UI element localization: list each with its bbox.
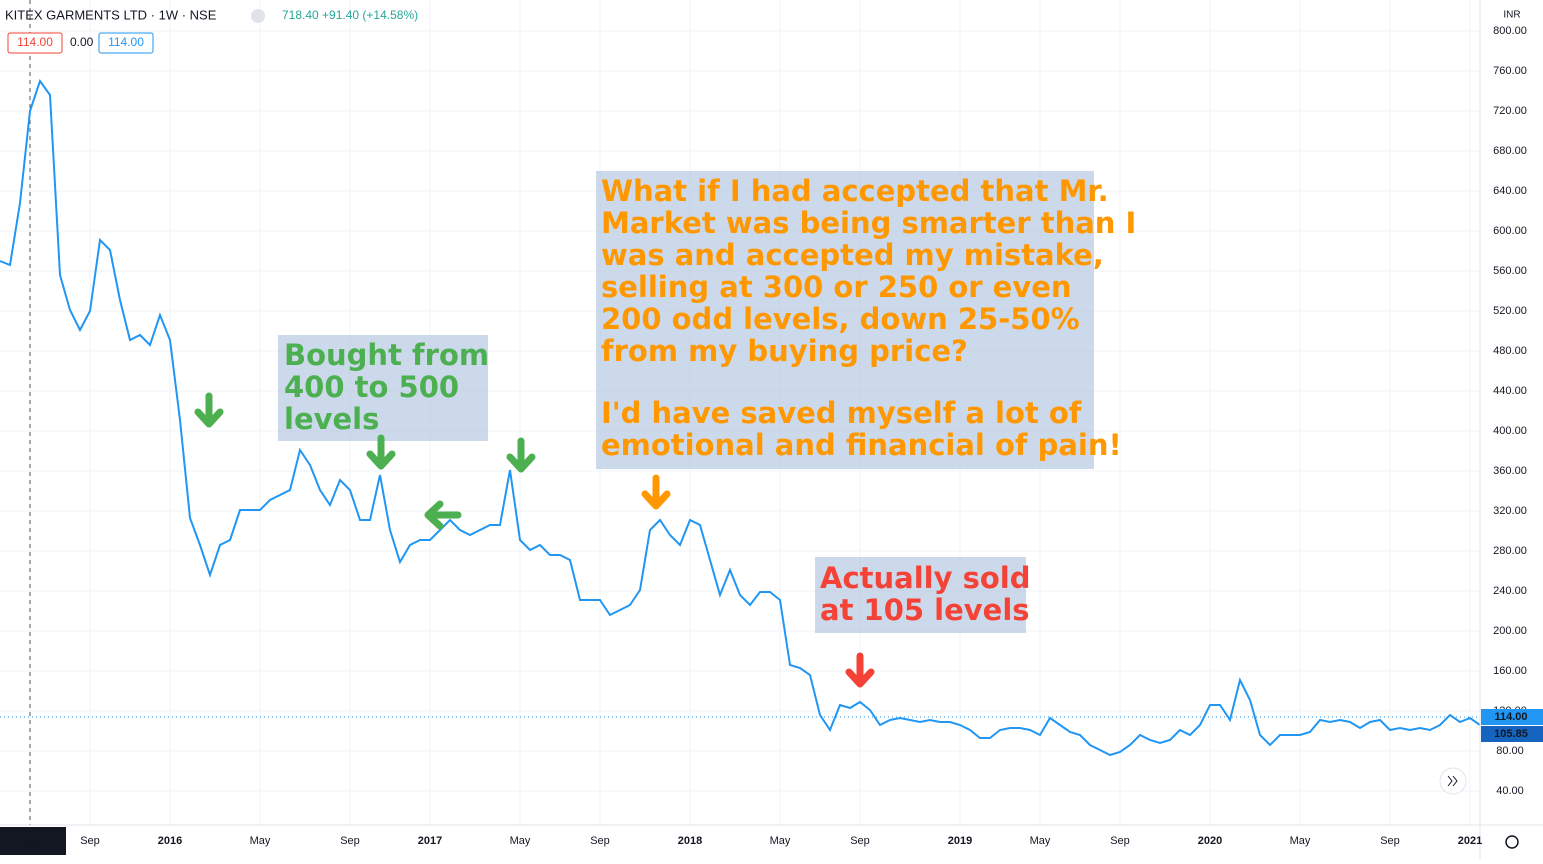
currency: INR	[1503, 10, 1520, 21]
y-tick-label: 440.00	[1493, 385, 1527, 397]
arrow	[506, 437, 536, 473]
price-badge-label: 114.00	[1494, 711, 1527, 723]
arrow	[194, 392, 224, 428]
arrow	[424, 500, 462, 530]
x-tick-label: Sep	[340, 835, 360, 847]
annotation-text: was and accepted my mistake,	[601, 238, 1104, 272]
x-tick-label: 15 Jun '15	[7, 835, 60, 847]
y-tick-label: 600.00	[1493, 225, 1527, 237]
legend-value: 114.00	[108, 35, 144, 49]
annotation-box	[278, 335, 488, 441]
y-tick-label: 360.00	[1493, 465, 1527, 477]
scroll-icon	[1447, 775, 1458, 787]
settings-button[interactable]	[1505, 835, 1519, 849]
y-tick-label: 640.00	[1493, 185, 1527, 197]
legend-value: 114.00	[17, 35, 53, 49]
x-tick-label: Sep	[80, 835, 100, 847]
annotation-text: levels	[284, 402, 379, 436]
y-tick-label: 560.00	[1493, 265, 1527, 277]
arrows	[194, 392, 875, 688]
symbol-title: KITEX GARMENTS LTD · 1W · NSE	[5, 7, 217, 22]
scroll-button[interactable]	[1439, 767, 1467, 795]
annotation-text: selling at 300 or 250 or even	[601, 270, 1072, 304]
arrow	[641, 474, 671, 510]
y-tick-label: 240.00	[1493, 585, 1527, 597]
x-tick-label: May	[1030, 835, 1051, 847]
annotation-text: Bought from	[284, 338, 489, 372]
y-tick-label: 200.00	[1493, 625, 1527, 637]
y-tick-label: 400.00	[1493, 425, 1527, 437]
crosshair-label-bg	[0, 827, 66, 855]
annotation-text: emotional and financial of pain!	[601, 428, 1122, 462]
x-tick-label: Sep	[850, 835, 870, 847]
x-tick-label: 2016	[158, 835, 182, 847]
y-tick-label: 480.00	[1493, 345, 1527, 357]
y-tick-label: 160.00	[1493, 665, 1527, 677]
x-tick-label: 2020	[1198, 835, 1222, 847]
annotation-text: 200 odd levels, down 25-50%	[601, 302, 1080, 336]
annotation-text: Actually sold	[820, 561, 1030, 595]
y-tick-label: 280.00	[1493, 545, 1527, 557]
y-tick-label: 800.00	[1493, 25, 1527, 37]
x-tick-label: May	[510, 835, 531, 847]
y-tick-label: 40.00	[1496, 785, 1524, 797]
x-tick-label: May	[770, 835, 791, 847]
arrow	[845, 652, 875, 688]
legend-box	[7, 32, 63, 54]
arrow	[366, 434, 396, 470]
price-badge-label: 105.85	[1494, 728, 1528, 740]
y-tick-label: 680.00	[1493, 145, 1527, 157]
y-tick-label: 320.00	[1493, 505, 1527, 517]
x-tick-label: 2021	[1458, 835, 1482, 847]
annotation-text: Market was being smarter than I	[601, 206, 1136, 240]
price-badge	[1481, 726, 1543, 742]
annotation-text: I'd have saved myself a lot of	[601, 396, 1082, 430]
price-line	[0, 78, 1480, 757]
x-tick-label: 2019	[948, 835, 972, 847]
x-tick-label: Sep	[590, 835, 610, 847]
x-tick-label: May	[250, 835, 271, 847]
legend-box	[98, 32, 154, 54]
legend-value: 0.00	[70, 35, 94, 49]
annotation-text: What if I had accepted that Mr.	[601, 174, 1109, 208]
price-badge	[1481, 709, 1543, 725]
annotation-text: 400 to 500	[284, 370, 459, 404]
x-tick-label: 2017	[418, 835, 442, 847]
annotation-box	[596, 171, 1094, 469]
y-tick-label: 80.00	[1496, 745, 1524, 757]
y-tick-label: 760.00	[1493, 65, 1527, 77]
x-tick-label: May	[1290, 835, 1311, 847]
x-tick-label: Sep	[1380, 835, 1400, 847]
y-tick-label: 720.00	[1493, 105, 1527, 117]
annotation-box	[815, 557, 1026, 633]
x-tick-label: 2018	[678, 835, 702, 847]
quote: 718.40 +91.40 (+14.58%)	[282, 8, 418, 22]
x-tick-label: Sep	[1110, 835, 1130, 847]
y-tick-label: 520.00	[1493, 305, 1527, 317]
annotation-text: at 105 levels	[820, 593, 1030, 627]
menu-dot[interactable]	[251, 9, 265, 23]
annotation-text: from my buying price?	[601, 334, 968, 368]
